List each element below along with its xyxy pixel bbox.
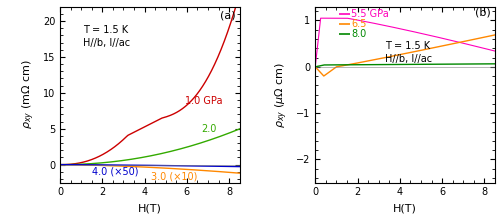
Text: T = 1.5 K
H//b, I//ac: T = 1.5 K H//b, I//ac [84,25,130,48]
Text: 5.5 GPa: 5.5 GPa [351,9,389,18]
Text: 4.0 (×50): 4.0 (×50) [92,167,138,177]
X-axis label: H(T): H(T) [138,203,162,213]
Text: 1.0 GPa: 1.0 GPa [185,95,222,106]
Text: 2.0: 2.0 [202,124,217,134]
X-axis label: H(T): H(T) [393,203,417,213]
Text: 6.5: 6.5 [351,19,366,29]
Text: 8.0: 8.0 [351,29,366,39]
Y-axis label: $\rho_{xy}$ ($\mu\Omega$ cm): $\rho_{xy}$ ($\mu\Omega$ cm) [274,62,290,128]
Text: (b): (b) [475,8,491,18]
Text: 3.0 (×10): 3.0 (×10) [151,171,198,181]
Text: (a): (a) [220,10,236,20]
Y-axis label: $\rho_{xy}$ (m$\Omega$ cm): $\rho_{xy}$ (m$\Omega$ cm) [21,60,37,129]
Text: T = 1.5 K
H//b, I//ac: T = 1.5 K H//b, I//ac [385,41,432,64]
